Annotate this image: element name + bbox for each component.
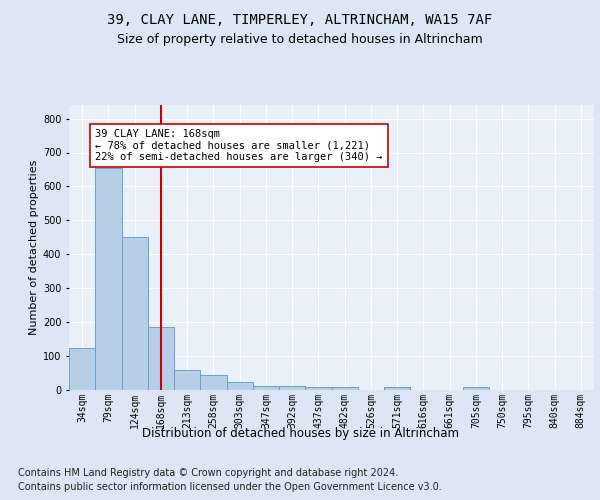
Bar [227, 382, 253, 390]
Text: 39 CLAY LANE: 168sqm
← 78% of detached houses are smaller (1,221)
22% of semi-de: 39 CLAY LANE: 168sqm ← 78% of detached h… [95, 129, 383, 162]
Bar [174, 370, 200, 390]
Text: Contains HM Land Registry data © Crown copyright and database right 2024.: Contains HM Land Registry data © Crown c… [18, 468, 398, 477]
Bar [121, 238, 148, 390]
Bar [305, 386, 331, 390]
Bar [463, 388, 489, 390]
Bar [95, 168, 121, 390]
Text: Distribution of detached houses by size in Altrincham: Distribution of detached houses by size … [142, 428, 458, 440]
Y-axis label: Number of detached properties: Number of detached properties [29, 160, 38, 335]
Bar [331, 388, 358, 390]
Bar [384, 388, 410, 390]
Text: 39, CLAY LANE, TIMPERLEY, ALTRINCHAM, WA15 7AF: 39, CLAY LANE, TIMPERLEY, ALTRINCHAM, WA… [107, 12, 493, 26]
Bar [279, 386, 305, 390]
Bar [253, 386, 279, 390]
Text: Size of property relative to detached houses in Altrincham: Size of property relative to detached ho… [117, 32, 483, 46]
Bar [148, 327, 174, 390]
Bar [200, 376, 227, 390]
Text: Contains public sector information licensed under the Open Government Licence v3: Contains public sector information licen… [18, 482, 442, 492]
Bar [69, 348, 95, 390]
